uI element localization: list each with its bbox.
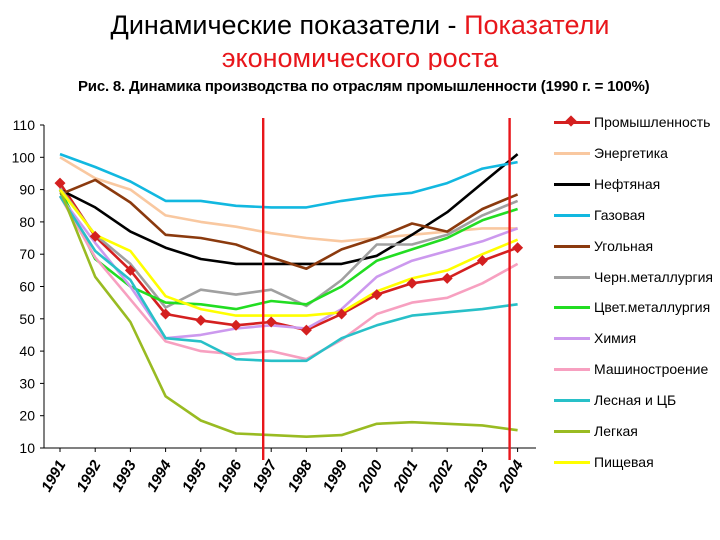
- y-tick-label: 20: [19, 408, 35, 424]
- chart-title: Рис. 8. Динамика производства по отрасля…: [78, 78, 650, 95]
- legend-label: Газовая: [594, 206, 646, 223]
- legend-label: Черн.металлургия: [594, 268, 713, 285]
- y-tick-label: 80: [19, 214, 35, 230]
- legend-swatch: [554, 460, 590, 464]
- y-tick-label: 100: [12, 149, 36, 165]
- legend-item: Черн.металлургия: [552, 267, 720, 289]
- x-tick-label: 1995: [179, 457, 211, 495]
- legend-item: Нефтяная: [552, 174, 720, 196]
- series-point: [265, 316, 277, 328]
- legend-label: Нефтяная: [594, 175, 661, 192]
- series-line: [58, 195, 519, 361]
- legend-label: Лесная и ЦБ: [594, 392, 677, 409]
- series-point: [336, 308, 348, 320]
- legend-marker: [565, 115, 577, 127]
- legend-item: Машиностроение: [552, 359, 720, 381]
- x-tick-label: 1997: [249, 457, 281, 495]
- y-tick-label: 50: [19, 311, 35, 327]
- legend-item: Цвет.металлургия: [552, 297, 720, 319]
- series-point: [371, 289, 383, 301]
- x-tick-label: 2003: [460, 457, 492, 496]
- series-line: [58, 188, 519, 317]
- legend-swatch: [554, 337, 590, 341]
- legend-label: Энергетика: [594, 144, 668, 161]
- legend-swatch: [554, 275, 590, 279]
- legend-label: Легкая: [594, 423, 638, 439]
- series-point: [160, 308, 172, 320]
- series-point: [230, 319, 242, 331]
- legend-swatch: [554, 368, 590, 372]
- x-tick-label: 1991: [38, 458, 69, 495]
- legend-item: Пищевая: [552, 452, 720, 474]
- legend-label: Пищевая: [594, 453, 654, 470]
- series-point: [512, 242, 524, 254]
- legend-label: Машиностроение: [594, 361, 709, 378]
- legend-swatch: [554, 182, 590, 186]
- legend-swatch: [554, 306, 590, 310]
- y-tick-label: 60: [19, 279, 35, 295]
- legend-item: Угольная: [552, 236, 720, 258]
- series-line: [58, 187, 519, 309]
- series-point: [89, 230, 101, 242]
- series-line: [59, 152, 518, 209]
- legend-item: Промышленность: [552, 112, 720, 134]
- x-tick-label: 2001: [390, 458, 422, 496]
- legend-label: Цвет.металлургия: [594, 299, 711, 316]
- x-tick-label: 2000: [354, 457, 386, 496]
- x-tick-label: 1993: [108, 457, 140, 495]
- slide-title: Динамические показатели - Показатели: [0, 10, 720, 40]
- legend-swatch: [554, 151, 590, 155]
- legend-item: Химия: [552, 328, 720, 350]
- legend-item: Энергетика: [552, 143, 720, 165]
- x-tick-label: 1999: [320, 457, 352, 495]
- legend-item: Газовая: [552, 205, 720, 227]
- series-point: [124, 264, 136, 276]
- series-line: [58, 182, 519, 332]
- series-point: [195, 314, 207, 326]
- series-point: [441, 272, 453, 284]
- x-tick-label: 1994: [144, 457, 176, 495]
- legend-item: Лесная и ЦБ: [552, 390, 720, 412]
- y-tick-label: 70: [19, 246, 35, 262]
- legend-swatch: [554, 244, 590, 248]
- legend-item: Легкая: [552, 421, 720, 443]
- legend-swatch: [554, 399, 590, 403]
- legend-label: Угольная: [594, 237, 654, 254]
- series-line: [58, 195, 519, 340]
- legend-label: Химия: [594, 330, 637, 347]
- x-tick-label: 1998: [284, 457, 316, 495]
- y-tick-label: 110: [13, 117, 36, 133]
- series-point: [406, 277, 418, 289]
- series-point: [300, 324, 312, 336]
- series-line: [58, 189, 518, 439]
- series-line: [58, 195, 518, 363]
- legend-label: Промышленность: [594, 114, 711, 130]
- y-tick-label: 10: [19, 440, 35, 456]
- x-tick-label: 2002: [425, 457, 457, 496]
- series-point: [54, 177, 66, 189]
- series-line: [59, 153, 519, 266]
- slide-title-main: Динамические показатели -: [110, 10, 465, 40]
- y-tick-label: 40: [19, 343, 35, 359]
- y-tick-label: 30: [19, 375, 35, 391]
- legend-swatch: [554, 213, 590, 217]
- x-tick-label: 2004: [495, 457, 527, 496]
- series-line: [59, 178, 519, 271]
- legend-swatch: [554, 430, 590, 433]
- slide-title-line2: экономического роста: [221, 43, 499, 70]
- series-point: [476, 255, 488, 267]
- x-tick-label: 1992: [73, 457, 105, 495]
- slide-title-accent: Показатели: [464, 10, 610, 40]
- y-tick-label: 90: [19, 182, 35, 198]
- x-tick-label: 1996: [214, 457, 246, 495]
- series-line: [59, 156, 518, 243]
